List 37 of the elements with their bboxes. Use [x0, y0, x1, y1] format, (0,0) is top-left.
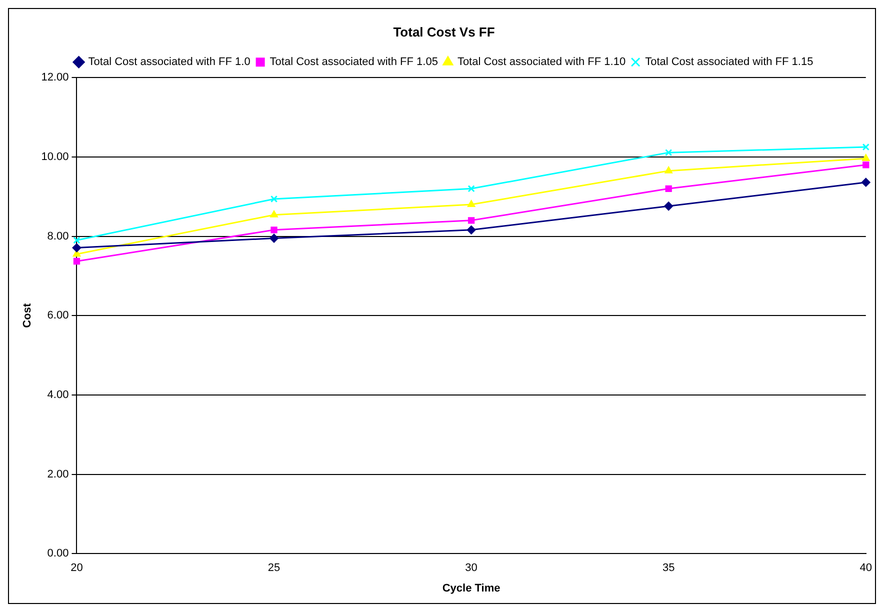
point [468, 185, 475, 192]
point [862, 143, 870, 151]
point [72, 243, 82, 252]
y-tick-label: 6.00 [47, 310, 69, 322]
chart-title: Total Cost Vs FF [393, 24, 495, 40]
point [467, 200, 476, 208]
point [664, 166, 673, 174]
point [665, 148, 672, 156]
point [664, 202, 674, 211]
y-tick-label: 0.00 [47, 548, 69, 560]
point [270, 234, 279, 243]
point [270, 195, 278, 203]
y-tick-label: 12.00 [41, 72, 69, 84]
point [665, 185, 672, 192]
legend-label: Total Cost associated with FF 1.10 [457, 56, 626, 68]
point [862, 154, 870, 162]
point [862, 162, 870, 168]
y-tick-label: 2.00 [47, 468, 69, 480]
point [466, 225, 476, 234]
point [73, 258, 80, 265]
y-tick-label: 8.00 [47, 230, 69, 242]
x-tick-label: 20 [70, 562, 83, 574]
y-tick-label: 4.00 [47, 388, 69, 401]
point [468, 217, 475, 224]
point [270, 210, 278, 218]
x-tick-label: 40 [860, 562, 872, 574]
point [270, 226, 278, 234]
x-tick-label: 25 [268, 562, 280, 574]
y-axis-title: Cost [22, 303, 34, 328]
x-tick-label: 30 [465, 562, 478, 574]
legend-label: Total Cost associated with FF 1.0 [88, 56, 250, 68]
point [861, 178, 870, 187]
x-axis-title: Cycle Time [442, 582, 500, 594]
y-tick-label: 10.00 [41, 150, 69, 163]
legend-label: Total Cost associated with FF 1.05 [270, 56, 438, 68]
legend-label: Total Cost associated with FF 1.15 [645, 56, 814, 68]
x-tick-label: 35 [662, 562, 675, 574]
